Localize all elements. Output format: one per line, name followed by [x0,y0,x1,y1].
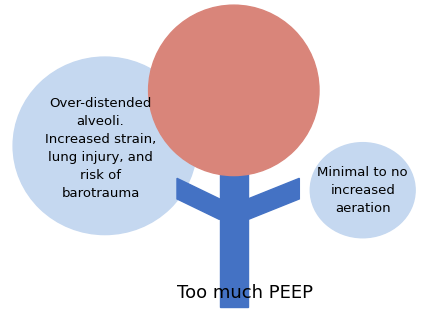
Circle shape [149,5,319,176]
Polygon shape [177,178,220,220]
Ellipse shape [310,143,415,238]
Text: Minimal to no
increased
aeration: Minimal to no increased aeration [317,166,408,215]
Polygon shape [248,178,299,220]
Ellipse shape [13,57,197,235]
Text: Too much PEEP: Too much PEEP [177,284,313,302]
Bar [220,152,248,307]
Text: Over-distended
alveoli.
Increased strain,
lung injury, and
risk of
barotrauma: Over-distended alveoli. Increased strain… [45,98,156,200]
